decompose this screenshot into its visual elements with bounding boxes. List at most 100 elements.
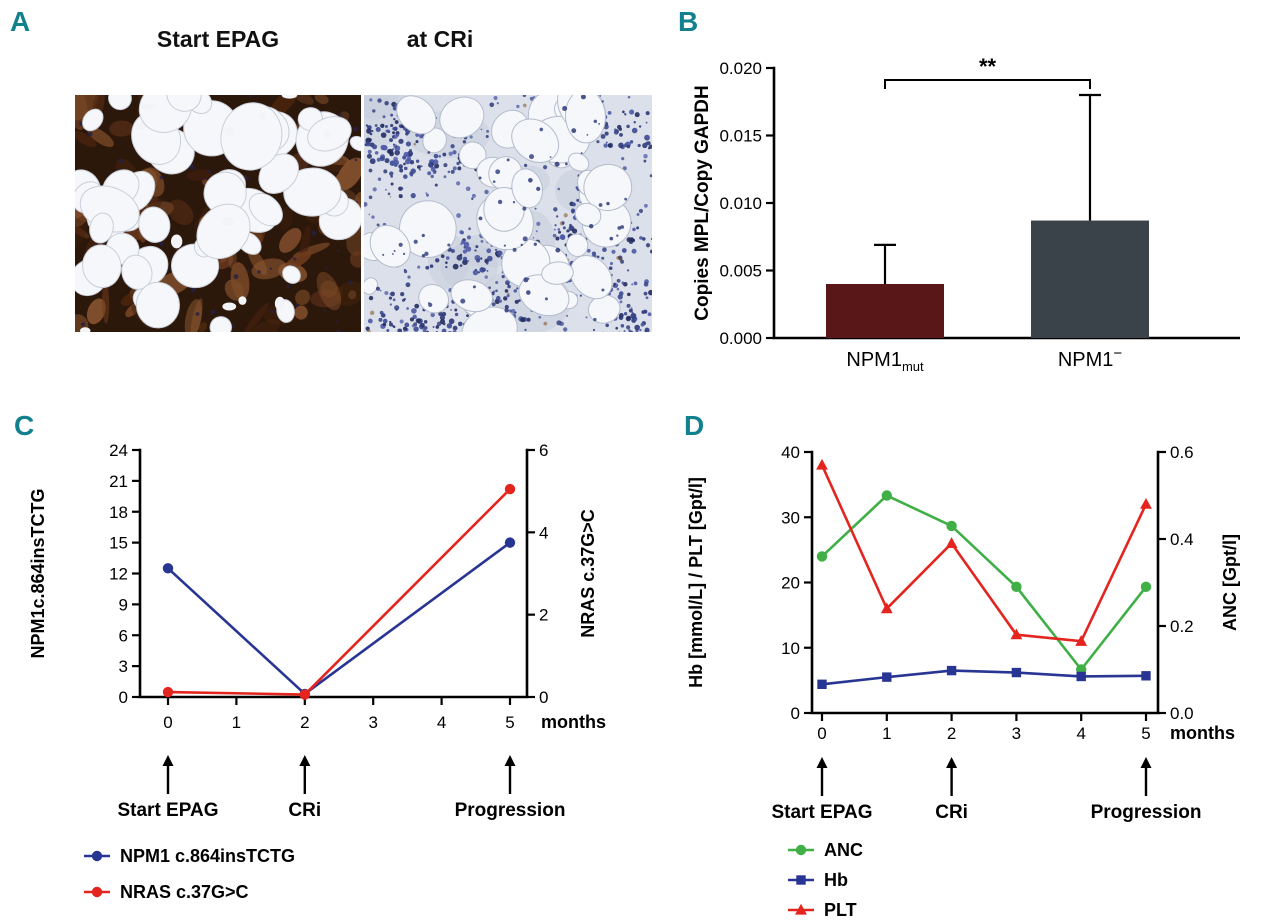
annotation-label: CRi xyxy=(935,802,968,823)
tick-label-left: 0.020 xyxy=(719,59,762,78)
panel-c-letter: C xyxy=(14,410,35,441)
histology-image-start-epag xyxy=(75,95,361,332)
fat-vacuole xyxy=(138,206,171,243)
tick-label-left: 9 xyxy=(119,595,128,614)
annotation-label: Start EPAG xyxy=(771,802,872,823)
arrow-head xyxy=(1140,757,1152,768)
y-axis-left-label: NPM1c.864insTCTG xyxy=(28,488,48,658)
arrow-head xyxy=(299,755,311,766)
tick-label-left: 12 xyxy=(109,565,128,584)
legend-label: ANC xyxy=(824,840,863,860)
fat-vacuole xyxy=(89,212,114,244)
fat-vacuole xyxy=(439,96,485,139)
legend-label: Hb xyxy=(824,870,848,890)
tick-label-x: 3 xyxy=(368,713,377,732)
tick-label-left: 6 xyxy=(119,626,128,645)
fat-vacuole xyxy=(108,95,132,111)
tick-label-left: 40 xyxy=(781,443,800,462)
legend-label: NRAS c.37G>C xyxy=(120,882,249,902)
panel-b-letter: B xyxy=(678,6,699,37)
tick-label-x: 0 xyxy=(163,713,172,732)
bar-1 xyxy=(1031,220,1149,338)
marker-square xyxy=(817,679,827,689)
fat-vacuole xyxy=(82,108,104,132)
marker-square xyxy=(882,672,892,682)
fat-vacuole xyxy=(166,95,202,112)
marker-triangle xyxy=(1010,628,1023,640)
annotation-label: CRi xyxy=(288,800,321,821)
tick-label-left: 21 xyxy=(109,472,128,491)
panel-a-title-start-epag: Start EPAG xyxy=(156,26,280,52)
tick-label-right: 0.2 xyxy=(1170,617,1194,636)
fat-vacuole xyxy=(209,316,232,332)
fat-vacuole xyxy=(396,95,437,135)
tick-label-left: 0.015 xyxy=(719,127,762,146)
tick-label-x: 2 xyxy=(300,713,309,732)
tick-label-left: 18 xyxy=(109,503,128,522)
tick-label-left: 10 xyxy=(781,639,800,658)
marker-circle xyxy=(504,483,516,495)
fat-vacuole xyxy=(349,135,361,152)
marker-square xyxy=(946,665,957,676)
tick-label-x: 1 xyxy=(882,724,891,743)
tick-label-left: 0.010 xyxy=(719,194,762,213)
marker-square xyxy=(1011,667,1022,678)
x-axis-label: months xyxy=(541,712,606,732)
fat-vacuole xyxy=(570,255,613,300)
tick-label-x: 3 xyxy=(1012,724,1021,743)
marker-triangle xyxy=(880,602,893,614)
marker-circle xyxy=(162,563,174,574)
tick-label-x: 5 xyxy=(505,713,514,732)
annotation-label: Start EPAG xyxy=(117,800,218,821)
fat-vacuole xyxy=(135,281,180,329)
tick-label-left: 24 xyxy=(109,441,128,460)
series-line-PLT xyxy=(820,464,1148,643)
y-axis-right-label: ANC [Gpt/l] xyxy=(1220,534,1240,631)
panel-a-letter: A xyxy=(10,6,31,37)
tick-label-right: 6 xyxy=(539,441,548,460)
y-axis-left-label: Hb [mmol/L] / PLT [Gpt/l] xyxy=(686,477,706,688)
line-chart-blood-counts: 0 10 20 30 40 0.0 0.2 0.4 0.6 0 1 2 3 4 5 months Hb [mmo… xyxy=(686,443,1240,920)
fat-vacuole xyxy=(583,163,633,211)
tick-label-x: 5 xyxy=(1141,724,1150,743)
marker-triangle xyxy=(1075,635,1088,646)
fat-vacuole xyxy=(511,118,560,164)
tick-label-left: 0 xyxy=(119,688,128,707)
tick-label-x: 1 xyxy=(232,713,241,732)
arrow-head xyxy=(816,757,828,768)
histology-image-at-cri xyxy=(364,95,652,332)
marker-circle xyxy=(881,490,892,501)
marker-square xyxy=(1141,671,1151,681)
marker-square xyxy=(796,875,806,885)
marker-square xyxy=(1076,671,1086,682)
category-label: NPM1− xyxy=(1058,345,1123,371)
fat-vacuole xyxy=(418,283,450,314)
tick-label-right: 0.6 xyxy=(1170,443,1194,462)
panel-a-title-at-cri: at CRi xyxy=(406,26,474,52)
marker-triangle xyxy=(795,903,807,915)
tick-label-right: 0.0 xyxy=(1170,704,1194,723)
tick-label-right: 0.4 xyxy=(1170,530,1194,549)
marker-circle xyxy=(1140,581,1152,593)
tick-label-left: 0.005 xyxy=(719,262,762,281)
marker-triangle xyxy=(945,537,958,548)
tick-label-left: 0.000 xyxy=(719,329,762,348)
marker-circle xyxy=(816,551,828,562)
marker-circle xyxy=(299,689,310,700)
legend-label: NPM1 c.864insTCTG xyxy=(120,846,295,866)
fat-vacuole xyxy=(458,141,487,170)
tick-label-left: 30 xyxy=(781,508,800,527)
marker-circle xyxy=(91,850,103,862)
y-axis-label: Copies MPL/Copy GAPDH xyxy=(692,85,713,320)
arrow-head xyxy=(162,755,174,766)
bar-chart-mpl-expression: 0.000 0.005 0.010 0.015 0.020 Copies MPL/Copy… xyxy=(692,54,1240,374)
tick-label-x: 4 xyxy=(1076,724,1085,743)
x-axis-label: months xyxy=(1170,723,1235,743)
marker-circle xyxy=(1011,581,1022,593)
tick-label-left: 3 xyxy=(119,657,128,676)
tick-label-x: 4 xyxy=(437,713,446,732)
fat-vacuole xyxy=(567,152,590,172)
series-line-ANC xyxy=(821,494,1148,671)
annotation-label: Progression xyxy=(455,800,566,821)
